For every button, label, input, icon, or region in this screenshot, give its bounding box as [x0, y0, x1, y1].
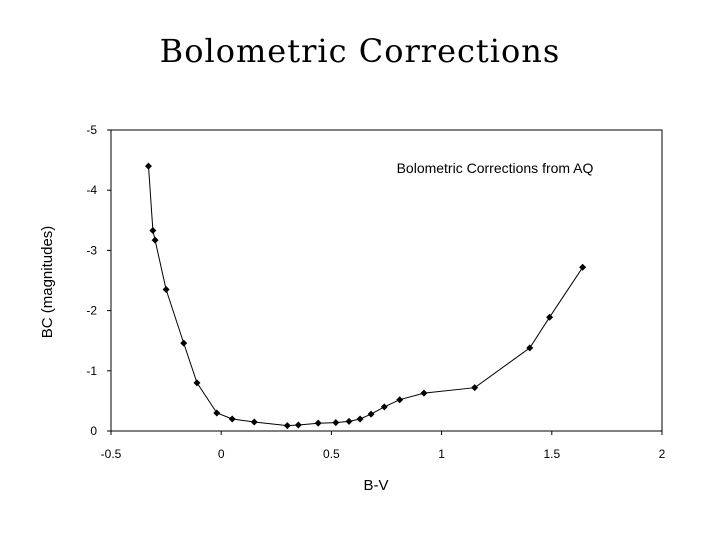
series-line — [144, 162, 587, 430]
x-tick-label: 2 — [659, 447, 666, 461]
x-tick-label: 1 — [438, 447, 445, 461]
data-point — [345, 417, 353, 425]
x-tick-label: 0.5 — [323, 447, 340, 461]
data-point — [367, 410, 375, 418]
data-point — [420, 389, 428, 397]
data-point — [396, 396, 404, 404]
x-tick-label: 1.5 — [543, 447, 560, 461]
y-axis-ticks: -5 -4 -3 -2 -1 0 — [86, 123, 111, 438]
data-point — [149, 227, 157, 235]
plot-area — [110, 129, 663, 432]
data-point — [193, 379, 201, 387]
y-axis-title: BC (magnitudes) — [39, 226, 56, 339]
y-tick-label: -5 — [86, 123, 97, 137]
data-point — [579, 263, 587, 271]
data-point — [332, 419, 340, 427]
y-tick-label: -4 — [86, 183, 97, 197]
data-point — [314, 419, 322, 427]
data-point — [228, 415, 236, 423]
data-point — [213, 409, 221, 417]
data-point — [380, 403, 388, 411]
data-point — [546, 313, 554, 321]
data-point — [526, 344, 534, 352]
x-tick-label: -0.5 — [101, 447, 122, 461]
chart-inner-title: Bolometric Corrections from AQ — [397, 160, 594, 176]
x-axis-ticks: -0.5 0 0.5 1 1.5 2 — [101, 431, 666, 461]
data-point — [294, 421, 302, 429]
y-tick-label: -1 — [86, 364, 97, 378]
data-point — [162, 286, 170, 294]
data-point — [471, 384, 479, 392]
data-point — [151, 236, 159, 244]
data-point — [356, 415, 364, 423]
slide-title: Bolometric Corrections — [159, 32, 561, 70]
y-tick-label: -3 — [86, 243, 97, 257]
data-point — [180, 339, 188, 347]
y-tick-label: 0 — [90, 424, 97, 438]
y-tick-label: -2 — [86, 304, 97, 318]
data-point — [250, 418, 258, 426]
data-point — [283, 422, 291, 430]
x-axis-title: B-V — [363, 477, 388, 494]
x-tick-label: 0 — [218, 447, 225, 461]
data-point — [144, 162, 152, 170]
